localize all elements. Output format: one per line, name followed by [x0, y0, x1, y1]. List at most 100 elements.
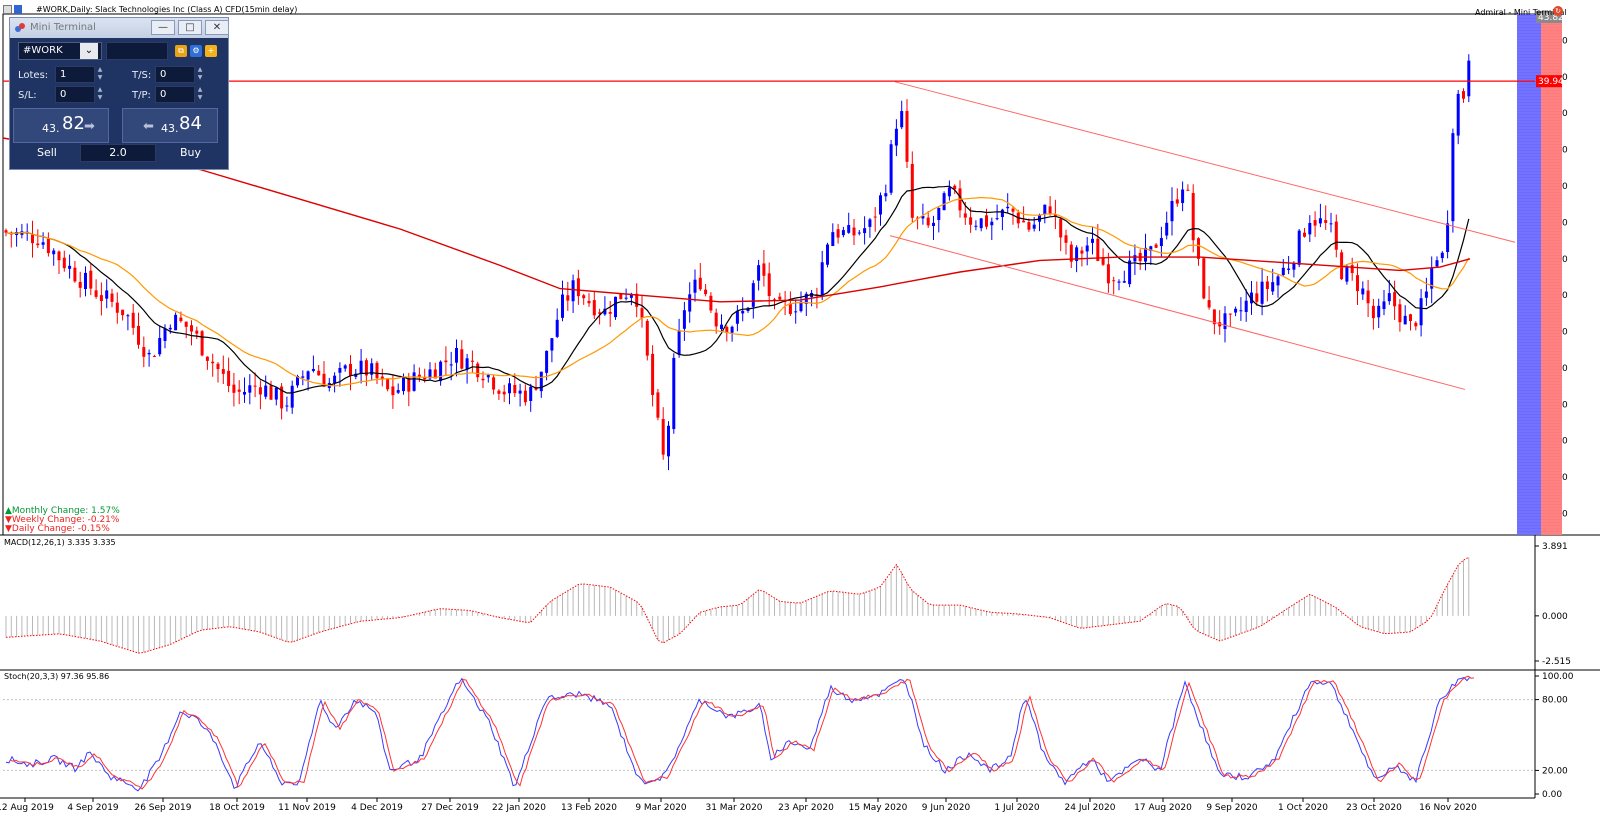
- restore-button[interactable]: □: [178, 20, 202, 35]
- bull-candle: [174, 314, 178, 331]
- sl-input[interactable]: 0: [55, 86, 95, 103]
- bull-candle: [1032, 224, 1036, 229]
- date-tick-label: 31 Mar 2020: [705, 803, 762, 813]
- date-tick-label: 4 Sep 2019: [67, 803, 119, 813]
- bull-candle: [741, 310, 745, 314]
- bull-candle: [1467, 60, 1471, 97]
- bull-candle: [1038, 214, 1041, 222]
- date-tick-label: 24 Jul 2020: [1065, 803, 1116, 813]
- bear-candle: [985, 215, 988, 227]
- blue-zone-bar: [1517, 14, 1541, 535]
- bear-candle: [576, 278, 580, 297]
- stoch-k-line: [5, 676, 1471, 792]
- date-tick-label: 26 Sep 2019: [134, 803, 191, 813]
- lots-input[interactable]: 1: [55, 66, 95, 83]
- bull-candle: [126, 315, 130, 317]
- bear-candle: [1212, 309, 1216, 325]
- bear-candle: [46, 239, 50, 254]
- bear-candle: [608, 311, 612, 314]
- bull-candle: [794, 311, 798, 313]
- bear-candle: [709, 295, 713, 311]
- bull-candle: [529, 386, 533, 401]
- bull-candle: [1075, 247, 1079, 261]
- bear-candle: [216, 363, 220, 370]
- bull-candle: [937, 207, 941, 221]
- bear-candle: [200, 331, 204, 356]
- sl-stepper[interactable]: ▲ ▼: [97, 86, 103, 101]
- mini-terminal-panel[interactable]: Mini Terminal — □ ✕ #WORK ⌄ ⧉ ⚙ + Lotes:…: [9, 17, 229, 170]
- buy-button[interactable]: Buy: [180, 146, 202, 159]
- bear-candle: [121, 309, 125, 316]
- bear-candle: [62, 257, 66, 269]
- stoch-tick-label: 0.00: [1542, 790, 1562, 800]
- bear-candle: [698, 277, 702, 290]
- sell-button[interactable]: Sell: [37, 146, 57, 159]
- bull-candle: [147, 352, 151, 355]
- copy-icon[interactable]: ⧉: [175, 45, 187, 57]
- arrow-right-icon: ➡: [84, 119, 95, 134]
- sell-price-button[interactable]: 43. 82 ➡: [13, 108, 109, 143]
- ma-fast-line: [5, 185, 1470, 394]
- bear-candle: [1059, 218, 1063, 238]
- bear-candle: [57, 251, 61, 261]
- bull-candle: [402, 377, 405, 392]
- bear-candle: [873, 216, 877, 218]
- bull-candle: [1085, 245, 1089, 252]
- bear-candle: [375, 362, 379, 379]
- bear-candle: [131, 312, 135, 328]
- stoch-tick-label: 100.00: [1542, 672, 1574, 682]
- bull-candle: [672, 357, 676, 430]
- macd-tick-label: 0.000: [1542, 612, 1568, 622]
- bull-candle: [290, 385, 294, 408]
- bull-candle: [1329, 223, 1333, 225]
- bear-candle: [1101, 258, 1105, 265]
- volume-input[interactable]: 2.0: [80, 144, 156, 162]
- expand-icon[interactable]: +: [205, 45, 217, 57]
- arrow-left-icon: ⬅: [143, 119, 154, 134]
- bear-candle: [280, 386, 284, 409]
- bear-candle: [1303, 232, 1306, 237]
- buy-price-button[interactable]: ⬅ 43. 84: [122, 108, 218, 143]
- bear-candle: [1265, 281, 1269, 290]
- bull-candle: [1451, 133, 1455, 222]
- bull-candle: [1117, 281, 1121, 283]
- tp-stepper[interactable]: ▲ ▼: [197, 86, 203, 101]
- bull-candle: [1128, 260, 1132, 285]
- sell-price-small: 43.: [42, 122, 60, 135]
- mini-terminal-titlebar[interactable]: Mini Terminal — □ ✕: [10, 18, 229, 38]
- channel-upper-line: [894, 81, 1516, 243]
- bear-candle: [767, 273, 771, 297]
- bull-candle: [857, 232, 861, 234]
- bear-candle: [492, 377, 496, 390]
- bull-candle: [1144, 247, 1147, 262]
- bull-candle: [826, 244, 829, 265]
- bear-candle: [497, 390, 501, 394]
- bull-candle: [868, 219, 872, 227]
- bear-candle: [460, 349, 464, 369]
- chevron-down-icon[interactable]: ⌄: [80, 43, 98, 59]
- bull-candle: [243, 391, 246, 395]
- bear-candle: [407, 378, 411, 392]
- gear-icon[interactable]: ⚙: [190, 45, 202, 57]
- bull-candle: [412, 372, 416, 391]
- bear-candle: [1228, 313, 1232, 315]
- ts-stepper[interactable]: ▲ ▼: [197, 66, 203, 81]
- bull-candle: [370, 363, 374, 375]
- date-tick-label: 9 Jun 2020: [922, 803, 971, 813]
- lots-stepper[interactable]: ▲ ▼: [97, 66, 103, 81]
- close-button[interactable]: ✕: [205, 20, 229, 35]
- bear-candle: [417, 374, 421, 378]
- bear-candle: [99, 295, 103, 302]
- bear-candle: [1069, 244, 1073, 262]
- date-tick-label: 17 Aug 2020: [1134, 803, 1192, 813]
- bull-candle: [68, 265, 72, 269]
- ts-input[interactable]: 0: [155, 66, 195, 83]
- refresh-icon[interactable]: ↻: [1553, 6, 1563, 16]
- bear-candle: [322, 373, 326, 387]
- mini-terminal-title: Mini Terminal: [30, 22, 96, 33]
- tp-input[interactable]: 0: [155, 86, 195, 103]
- minimize-button[interactable]: —: [151, 20, 175, 35]
- flag-icon: [14, 5, 22, 14]
- sell-price-big: 82: [62, 113, 85, 134]
